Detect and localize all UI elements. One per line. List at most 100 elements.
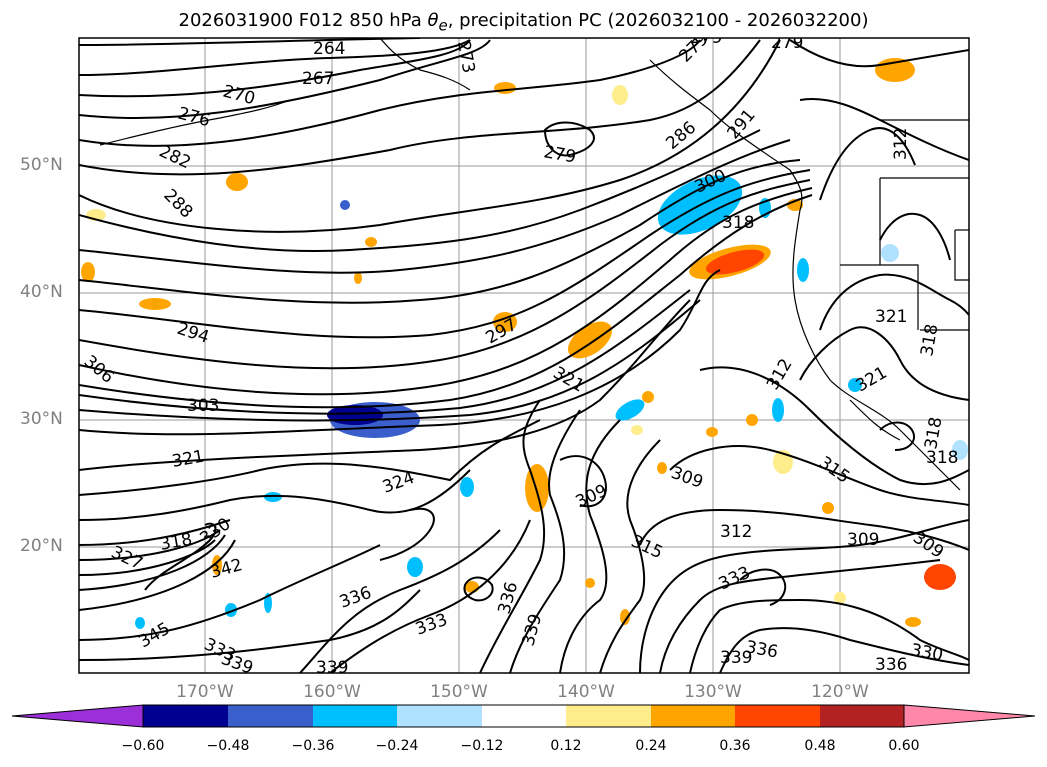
precip-patch <box>642 391 654 403</box>
contour-label: 312 <box>720 522 752 542</box>
contour-line <box>79 544 381 641</box>
contour-line <box>559 455 607 508</box>
contour-line <box>79 194 813 409</box>
precip-patch <box>585 578 595 588</box>
border-mexico <box>849 399 901 441</box>
colorbar-outline <box>142 704 905 728</box>
contour-line <box>79 39 471 98</box>
precip-patch <box>226 173 248 191</box>
contour-line <box>79 589 421 661</box>
contour-line <box>543 121 595 157</box>
colorbar-tick: 0.60 <box>888 738 920 754</box>
precip-patch <box>340 200 350 210</box>
lon-label-150w: 150°W <box>430 682 488 702</box>
contour-line <box>719 627 969 673</box>
coastlines <box>99 38 969 491</box>
coastline-west-coast <box>792 209 961 491</box>
contour-line <box>79 299 691 471</box>
contour-line <box>599 439 661 673</box>
colorbar-tick: −0.24 <box>375 738 419 754</box>
theta-e-contours <box>79 38 969 673</box>
map-title: 2026031900 F012 850 hPa θe, precipitatio… <box>178 10 869 35</box>
map-panel <box>79 38 969 673</box>
contour-line <box>463 576 494 602</box>
map-frame <box>78 37 970 674</box>
precip-patch <box>615 399 645 421</box>
contour-line <box>379 507 435 561</box>
colorbar-bin <box>651 705 735 727</box>
colorbar-bin <box>735 705 820 727</box>
contour-line <box>79 519 231 546</box>
lon-label-140w: 140°W <box>557 682 615 702</box>
contour-label: 279 <box>690 28 722 48</box>
precip-patch <box>952 440 968 460</box>
colorbar-extend-max <box>903 704 1036 728</box>
contour-line <box>789 39 969 68</box>
contour-line <box>689 598 969 673</box>
colorbar <box>11 704 1036 728</box>
colorbar-tick: −0.48 <box>206 738 250 754</box>
colorbar-bin <box>397 705 482 727</box>
colorbar-tick: 0.48 <box>804 738 836 754</box>
contour-line <box>699 366 969 486</box>
contour-line <box>79 289 691 415</box>
contour-line <box>879 212 951 261</box>
precip-patch <box>620 609 630 625</box>
colorbar-tick: −0.12 <box>460 738 504 754</box>
contour-line <box>79 129 761 252</box>
lat-label-30n: 30°N <box>20 409 63 429</box>
contour-line <box>79 539 216 576</box>
precip-patch <box>905 617 921 627</box>
precip-patch <box>746 414 758 426</box>
contour-line <box>799 326 969 401</box>
lon-label-130w: 130°W <box>684 682 742 702</box>
contour-label: 339 <box>316 658 348 678</box>
contour-line <box>559 419 621 673</box>
colorbar-extend-min <box>11 704 144 728</box>
contour-line <box>79 419 541 496</box>
contour-line <box>79 269 721 436</box>
precip-patch <box>612 85 628 105</box>
precip-patch <box>881 244 899 262</box>
contour-line <box>509 409 581 673</box>
contour-label: 309 <box>847 530 879 550</box>
colorbar-tick: 0.36 <box>719 738 751 754</box>
contour-line <box>79 39 781 233</box>
precip-patch <box>631 425 643 435</box>
contour-line <box>79 39 761 176</box>
contour-line <box>659 559 941 673</box>
precip-patch <box>460 477 474 497</box>
precip-patch <box>494 82 516 94</box>
colorbar-tick: −0.36 <box>291 738 335 754</box>
contour-line <box>299 529 501 673</box>
contour-line <box>879 421 915 451</box>
contour-line <box>739 568 787 606</box>
lon-label-160w: 160°W <box>303 682 361 702</box>
contour-label: 303 <box>187 396 219 416</box>
contour-line <box>329 519 531 673</box>
contour-line <box>79 39 471 76</box>
contour-label: 339 <box>720 648 752 668</box>
precip-patch <box>706 427 718 437</box>
contour-line <box>79 299 701 422</box>
precip-patch <box>365 237 377 247</box>
colorbar-bin <box>820 705 904 727</box>
contour-line <box>79 39 491 120</box>
contour-line <box>669 445 969 506</box>
contour-line <box>79 187 813 396</box>
contour-line <box>79 534 226 591</box>
precip-patch <box>407 557 423 577</box>
contour-line <box>819 127 916 201</box>
contour-label: 312 <box>891 128 911 160</box>
contour-line <box>639 508 969 551</box>
border-state <box>840 264 919 330</box>
contour-line <box>79 39 701 147</box>
border-state <box>954 230 969 281</box>
precip-patch <box>834 592 846 604</box>
colorbar-bin <box>228 705 313 727</box>
contour-label: 336 <box>875 655 907 675</box>
contour-line <box>79 169 811 339</box>
contour-line <box>144 522 217 591</box>
precip-patch <box>705 249 765 275</box>
lon-label-120w: 120°W <box>811 682 869 702</box>
